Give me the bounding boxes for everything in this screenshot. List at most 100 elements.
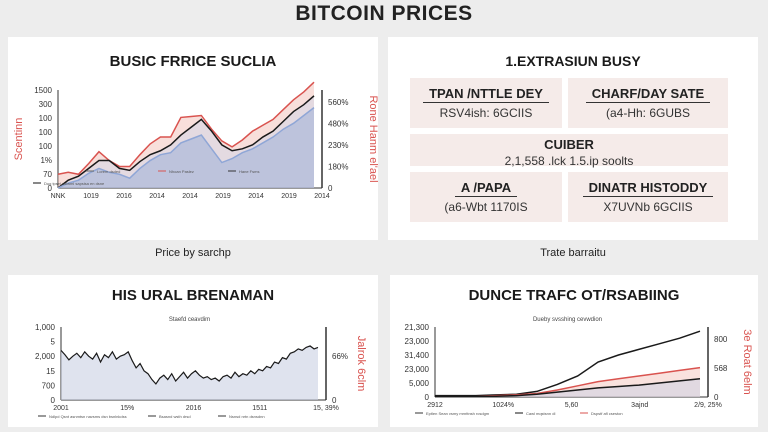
y-tick-right-label: 0 [328,184,333,193]
series-area [435,378,700,397]
series-area [58,107,314,188]
x-tick-label: 2001 [53,405,69,412]
series-area [58,82,314,188]
stat-label: DINATR HISTODDY [582,180,714,197]
y-axis-right-label: Jalrok 6clm [355,336,367,392]
stat-value: X7UVNb 6GCIIS [603,200,693,214]
x-tick-label: 1019 [83,193,99,200]
series-line [435,378,701,398]
x-tick-label: 2014 [149,193,165,200]
stats-panel: 1.EXTRASIUN BUSY TPAN /NTTLE DEY RSV4ish:… [388,37,758,240]
y-tick-right-label: 560% [328,98,348,107]
y-tick-label: 23,000 [405,337,430,346]
legend-label: Cawl mqstsnn dl [526,411,555,416]
y-tick-label: 100 [39,142,53,151]
y-tick-label: 0 [51,396,56,405]
y-tick-label: 100 [39,128,53,137]
y-axis-right-label: Rone Hanm el'ael [367,95,378,182]
price-chart-panel: BUSIC FRRICE SUCLIA 1500 300 100 100 100 1% 70… [8,37,378,240]
y-tick-label: 100 [39,114,53,123]
y-tick-label: 15 [46,367,55,376]
chart-title: DUNCE TRAFC OT/RSABIING [468,287,680,304]
stat-cell: CUIBER 2,1,558 .lck 1.5.ip soolts [410,134,728,168]
x-tick-label: 5,60 [565,402,579,409]
y-tick-label: 0 [425,393,430,402]
y-tick-label: 2,000 [35,352,56,361]
stat-value: 2,1,558 .lck 1.5.ip soolts [504,154,634,168]
stat-cell: TPAN /NTTLE DEY RSV4ish: 6GCIIS [410,78,562,128]
legend-label: Nhoan Paslez [169,169,194,174]
y-axis-label: Scentinn [13,118,25,161]
x-tick-label: NNK [51,193,66,200]
y-tick-right-label: 180% [328,163,348,172]
legend-label: Duq tpsel sulwml sapsisa en dsne [44,181,105,186]
x-tick-label: 3ajnd [631,402,648,409]
stat-label: CUIBER [544,137,594,152]
y-tick-right-label: 230% [328,141,348,150]
x-tick-label: 15% [120,405,134,412]
legend-label: Ndlpd Qsnt asnmtsn navsms dsn bsnlnkdss [49,414,127,419]
series-line [57,107,315,189]
y-tick-label: 31,400 [405,351,430,360]
y-tick-label: 1500 [34,86,52,95]
x-tick-label: 2019 [215,193,231,200]
chart-subtitle: Staefd ceavdim [169,317,210,323]
x-tick-label: 2912 [427,402,443,409]
chart-subtitle: Dueby svsshing cevwdion [533,317,602,323]
y-tick-label: 700 [42,381,56,390]
page-title: BITCOIN PRICES [295,2,473,25]
y-tick-label: 70 [43,170,52,179]
y-tick-right-label: 480% [328,120,348,129]
y-tick-label: 5,000 [409,379,430,388]
x-tick-label: 2016 [186,405,202,412]
y-tick-label: 1% [40,156,52,165]
chart-title: HIS URAL BRENAMAN [111,287,275,304]
x-tick-label: 2014 [248,193,264,200]
y-tick-label: 5 [51,338,56,347]
stats-caption: Trate barraitu [540,247,606,259]
stat-label: CHARF/DAY SATE [585,86,711,103]
y-tick-label: 23,000 [405,365,430,374]
y-tick-label: 300 [39,100,53,109]
legend-label: Hane Fsms [239,169,259,174]
traffic-chart: 21,30023,00031,40023,0005,00008005680291… [405,317,753,416]
y-tick-right-label: 0 [332,396,337,405]
series-line [60,345,319,385]
legend-label: Lorem dsded [97,169,120,174]
series-area [61,345,318,400]
y-tick-label: 0 [48,184,53,193]
x-tick-label: 2014 [182,193,198,200]
x-tick-label: 1024% [492,402,514,409]
stat-value: RSV4ish: 6GCIIS [439,106,533,120]
history-chart-panel: HIS URAL BRENAMAN 1,000 5 2,000 15 700 0 66% 0 2… [8,275,378,427]
price-chart: 15003001001001001%700560%480%230%180%0NN… [13,81,378,200]
series-line [57,95,315,189]
x-tick-label: 2016 [116,193,132,200]
stats-title: 1.EXTRASIUN BUSY [505,53,641,69]
x-tick-label: 2/9, 25% [694,402,722,409]
stat-cell: CHARF/DAY SATE (a4-Hh: 6GUBS [568,78,728,128]
series-line [57,81,315,176]
legend-label: Dspstf afl cseston [591,411,623,416]
x-tick-label: 15, 39% [313,405,339,412]
y-tick-right-label: 0 [714,393,719,402]
stat-cell: DINATR HISTODDY X7UVNb 6GCIIS [568,172,728,222]
stat-value: (a4-Hh: 6GUBS [605,106,691,120]
stat-label: TPAN /NTTLE DEY [423,86,549,103]
y-tick-right-label: 568 [714,364,728,373]
price-caption: Price by sarchp [155,247,231,259]
stat-value: (a6-Wbt 1170IS [444,200,528,214]
x-tick-label: 2014 [314,193,330,200]
stat-label: A /PAPA [454,180,518,197]
y-tick-label: 1,000 [35,323,56,332]
y-tick-right-label: 66% [332,352,348,361]
legend-label: Bsasnd wsth drsd [159,414,191,419]
legend-label: Nsnsd nrtn dsnsdnn [229,414,265,419]
x-tick-label: 1511 [252,405,267,412]
y-tick-label: 21,300 [405,323,430,332]
stat-cell: A /PAPA (a6-Wbt 1170IS [410,172,562,222]
y-tick-right-label: 800 [714,335,728,344]
traffic-chart-panel: DUNCE TRAFC OT/RSABIING 21,300 23,000 31,4… [390,275,758,427]
x-tick-label: 2019 [281,193,297,200]
